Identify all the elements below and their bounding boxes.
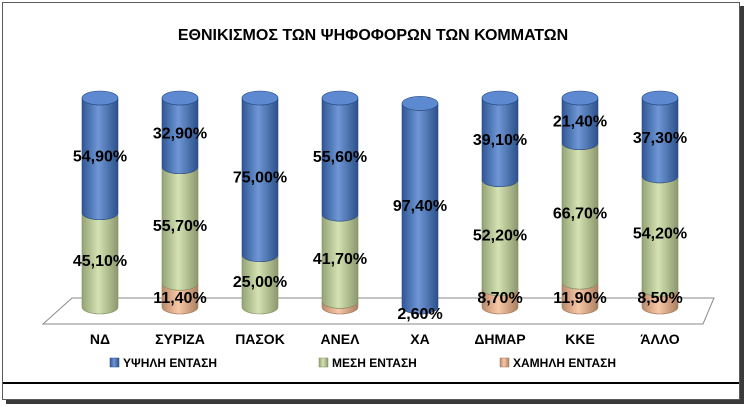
category-label: ΠΑΣΟΚ	[235, 331, 285, 347]
data-label: 66,70%	[553, 205, 607, 222]
cylinder-cap	[561, 90, 599, 106]
legend-swatch	[499, 357, 510, 368]
cylinder-1	[161, 90, 199, 315]
data-label: 8,70%	[477, 290, 522, 307]
legend-label: ΜΕΣΗ ΕΝΤΑΣΗ	[332, 356, 417, 370]
data-label: 97,40%	[393, 198, 447, 215]
chart-floor	[41, 297, 715, 325]
cylinder-7	[641, 90, 679, 315]
category-label: ΚΚΕ	[565, 331, 595, 347]
data-label: 54,90%	[73, 148, 127, 165]
data-label: 39,10%	[473, 132, 527, 149]
cylinder-cap	[81, 90, 119, 106]
data-label: 41,70%	[313, 251, 367, 268]
data-label: 21,40%	[553, 113, 607, 130]
data-label: 25,00%	[233, 274, 287, 291]
data-label: 11,40%	[153, 290, 206, 307]
cylinder-cap	[241, 90, 279, 106]
category-axis: ΝΔ ΣΥΡΙΖΑ ΠΑΣΟΚ ΑΝΕΛ ΧΑ ΔΗΜΑΡ ΚΚΕ ΆΛΛΟ	[90, 331, 680, 347]
cylinder-cap	[401, 96, 439, 111]
category-label: ΝΔ	[90, 331, 110, 347]
data-label: 37,30%	[633, 130, 687, 147]
cylinder-cap	[321, 90, 359, 106]
stacked-cylinder-chart: ΕΘΝΙΚΙΣΜΟΣ ΤΩΝ ΨΗΦΟΦΟΡΩΝ ΤΩΝ ΚΟΜΜΑΤΩΝ 45…	[3, 27, 739, 384]
legend-label: ΥΨΗΛΗ ΕΝΤΑΣΗ	[123, 356, 217, 370]
category-label: ΔΗΜΑΡ	[474, 331, 525, 347]
category-label: ΆΛΛΟ	[640, 331, 679, 347]
data-label: 11,90%	[553, 290, 606, 307]
legend-swatch	[109, 357, 120, 368]
data-label: 55,60%	[313, 149, 367, 166]
data-label: 8,50%	[637, 290, 682, 307]
floor-plane	[41, 297, 715, 325]
cylinder-4	[401, 96, 439, 315]
cylinder-cap	[481, 90, 519, 106]
category-label: ΑΝΕΛ	[321, 331, 361, 347]
chart-frame: ΕΘΝΙΚΙΣΜΟΣ ΤΩΝ ΨΗΦΟΦΟΡΩΝ ΤΩΝ ΚΟΜΜΑΤΩΝ 45…	[2, 2, 740, 400]
cylinder-6	[561, 90, 599, 315]
data-label: 54,20%	[633, 226, 687, 243]
category-label: ΧΑ	[410, 331, 429, 347]
data-label: 75,00%	[233, 169, 287, 186]
data-label: 55,70%	[153, 218, 207, 235]
chart-title: ΕΘΝΙΚΙΣΜΟΣ ΤΩΝ ΨΗΦΟΦΟΡΩΝ ΤΩΝ ΚΟΜΜΑΤΩΝ	[178, 27, 568, 44]
legend-label: ΧΑΜΗΛΗ ΕΝΤΑΣΗ	[513, 356, 616, 370]
cylinder-3	[321, 90, 359, 315]
data-labels-group: 45,10% 54,90% 11,40% 55,70% 32,90% 25,00% 75,0…	[73, 113, 687, 323]
bars-group	[81, 90, 679, 315]
category-label: ΣΥΡΙΖΑ	[155, 331, 205, 347]
data-label: 52,20%	[473, 227, 527, 244]
data-label: 45,10%	[73, 253, 127, 270]
cylinder-0	[81, 90, 119, 315]
legend-swatch	[318, 357, 329, 368]
cylinder-5	[481, 90, 519, 315]
cylinder-cap	[161, 90, 199, 106]
cylinder-cap	[641, 90, 679, 106]
data-label: 32,90%	[153, 125, 207, 142]
data-label: 2,60%	[397, 306, 442, 323]
legend: ΥΨΗΛΗ ΕΝΤΑΣΗ ΜΕΣΗ ΕΝΤΑΣΗ ΧΑΜΗΛΗ ΕΝΤΑΣΗ	[109, 356, 616, 370]
cylinder-2	[241, 90, 279, 315]
